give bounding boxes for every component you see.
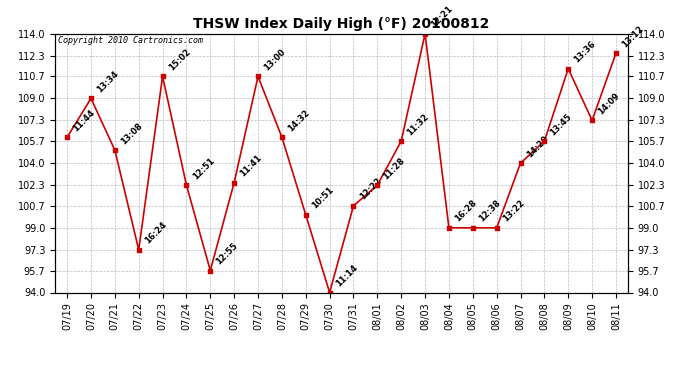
Text: 13:34: 13:34 xyxy=(95,69,120,94)
Point xyxy=(372,182,383,188)
Text: 14:32: 14:32 xyxy=(286,108,311,133)
Text: 12:51: 12:51 xyxy=(190,156,216,181)
Point xyxy=(133,247,144,253)
Point xyxy=(277,134,288,140)
Text: 13:00: 13:00 xyxy=(262,47,287,72)
Point xyxy=(300,212,311,218)
Text: 16:28: 16:28 xyxy=(453,198,478,223)
Point xyxy=(109,147,120,153)
Point xyxy=(86,96,97,102)
Point xyxy=(420,31,431,37)
Text: 10:51: 10:51 xyxy=(310,185,335,211)
Text: 14:09: 14:09 xyxy=(596,91,622,116)
Point xyxy=(253,74,264,80)
Point xyxy=(157,74,168,80)
Text: 11:14: 11:14 xyxy=(334,263,359,288)
Point xyxy=(611,50,622,56)
Text: Copyright 2010 Cartronics.com: Copyright 2010 Cartronics.com xyxy=(58,36,203,45)
Point xyxy=(444,225,455,231)
Point xyxy=(205,267,216,273)
Point xyxy=(228,180,239,186)
Point xyxy=(467,225,478,231)
Text: 11:32: 11:32 xyxy=(405,112,431,137)
Point xyxy=(348,203,359,209)
Text: 12:22: 12:22 xyxy=(357,176,383,202)
Point xyxy=(563,66,574,72)
Point xyxy=(181,182,192,188)
Text: 13:22: 13:22 xyxy=(501,198,526,223)
Point xyxy=(586,117,598,123)
Text: 14:20: 14:20 xyxy=(524,134,550,159)
Text: 11:41: 11:41 xyxy=(238,153,264,178)
Point xyxy=(491,225,502,231)
Text: 13:45: 13:45 xyxy=(549,112,574,137)
Point xyxy=(324,290,335,296)
Text: 12:55: 12:55 xyxy=(215,241,240,266)
Text: 15:02: 15:02 xyxy=(167,47,192,72)
Text: 12:21: 12:21 xyxy=(429,4,455,30)
Point xyxy=(539,138,550,144)
Text: 11:28: 11:28 xyxy=(382,156,407,181)
Text: 12:38: 12:38 xyxy=(477,198,502,223)
Text: 13:08: 13:08 xyxy=(119,121,144,146)
Point xyxy=(395,138,406,144)
Point xyxy=(515,160,526,166)
Point xyxy=(61,134,72,140)
Text: 11:44: 11:44 xyxy=(71,108,97,133)
Text: 16:24: 16:24 xyxy=(143,220,168,246)
Text: 13:36: 13:36 xyxy=(573,39,598,64)
Text: 13:12: 13:12 xyxy=(620,24,645,49)
Title: THSW Index Daily High (°F) 20100812: THSW Index Daily High (°F) 20100812 xyxy=(193,17,490,31)
